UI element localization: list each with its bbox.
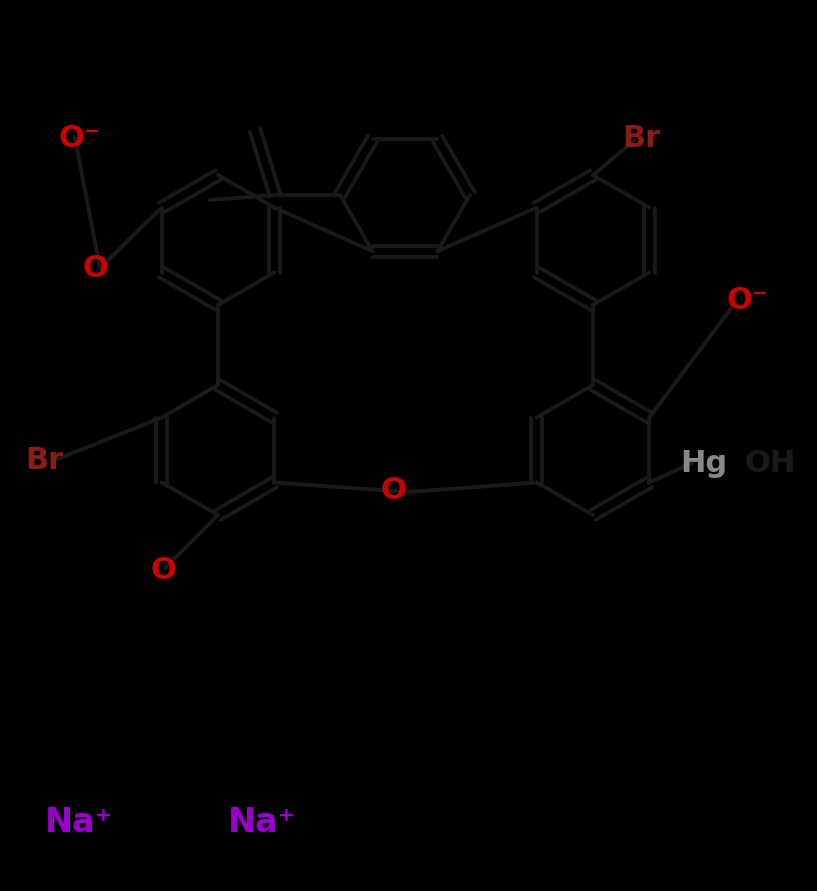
Text: Br: Br <box>25 446 63 475</box>
Text: O⁻: O⁻ <box>58 124 100 152</box>
Text: O: O <box>82 254 108 282</box>
Text: Hg: Hg <box>680 448 727 478</box>
Text: Br: Br <box>622 124 660 152</box>
Text: O⁻: O⁻ <box>727 285 769 315</box>
Text: Na⁺: Na⁺ <box>228 805 297 838</box>
Text: Na⁺: Na⁺ <box>45 805 114 838</box>
Text: O: O <box>380 476 406 504</box>
Text: OH: OH <box>745 448 797 478</box>
Text: O: O <box>150 555 176 584</box>
